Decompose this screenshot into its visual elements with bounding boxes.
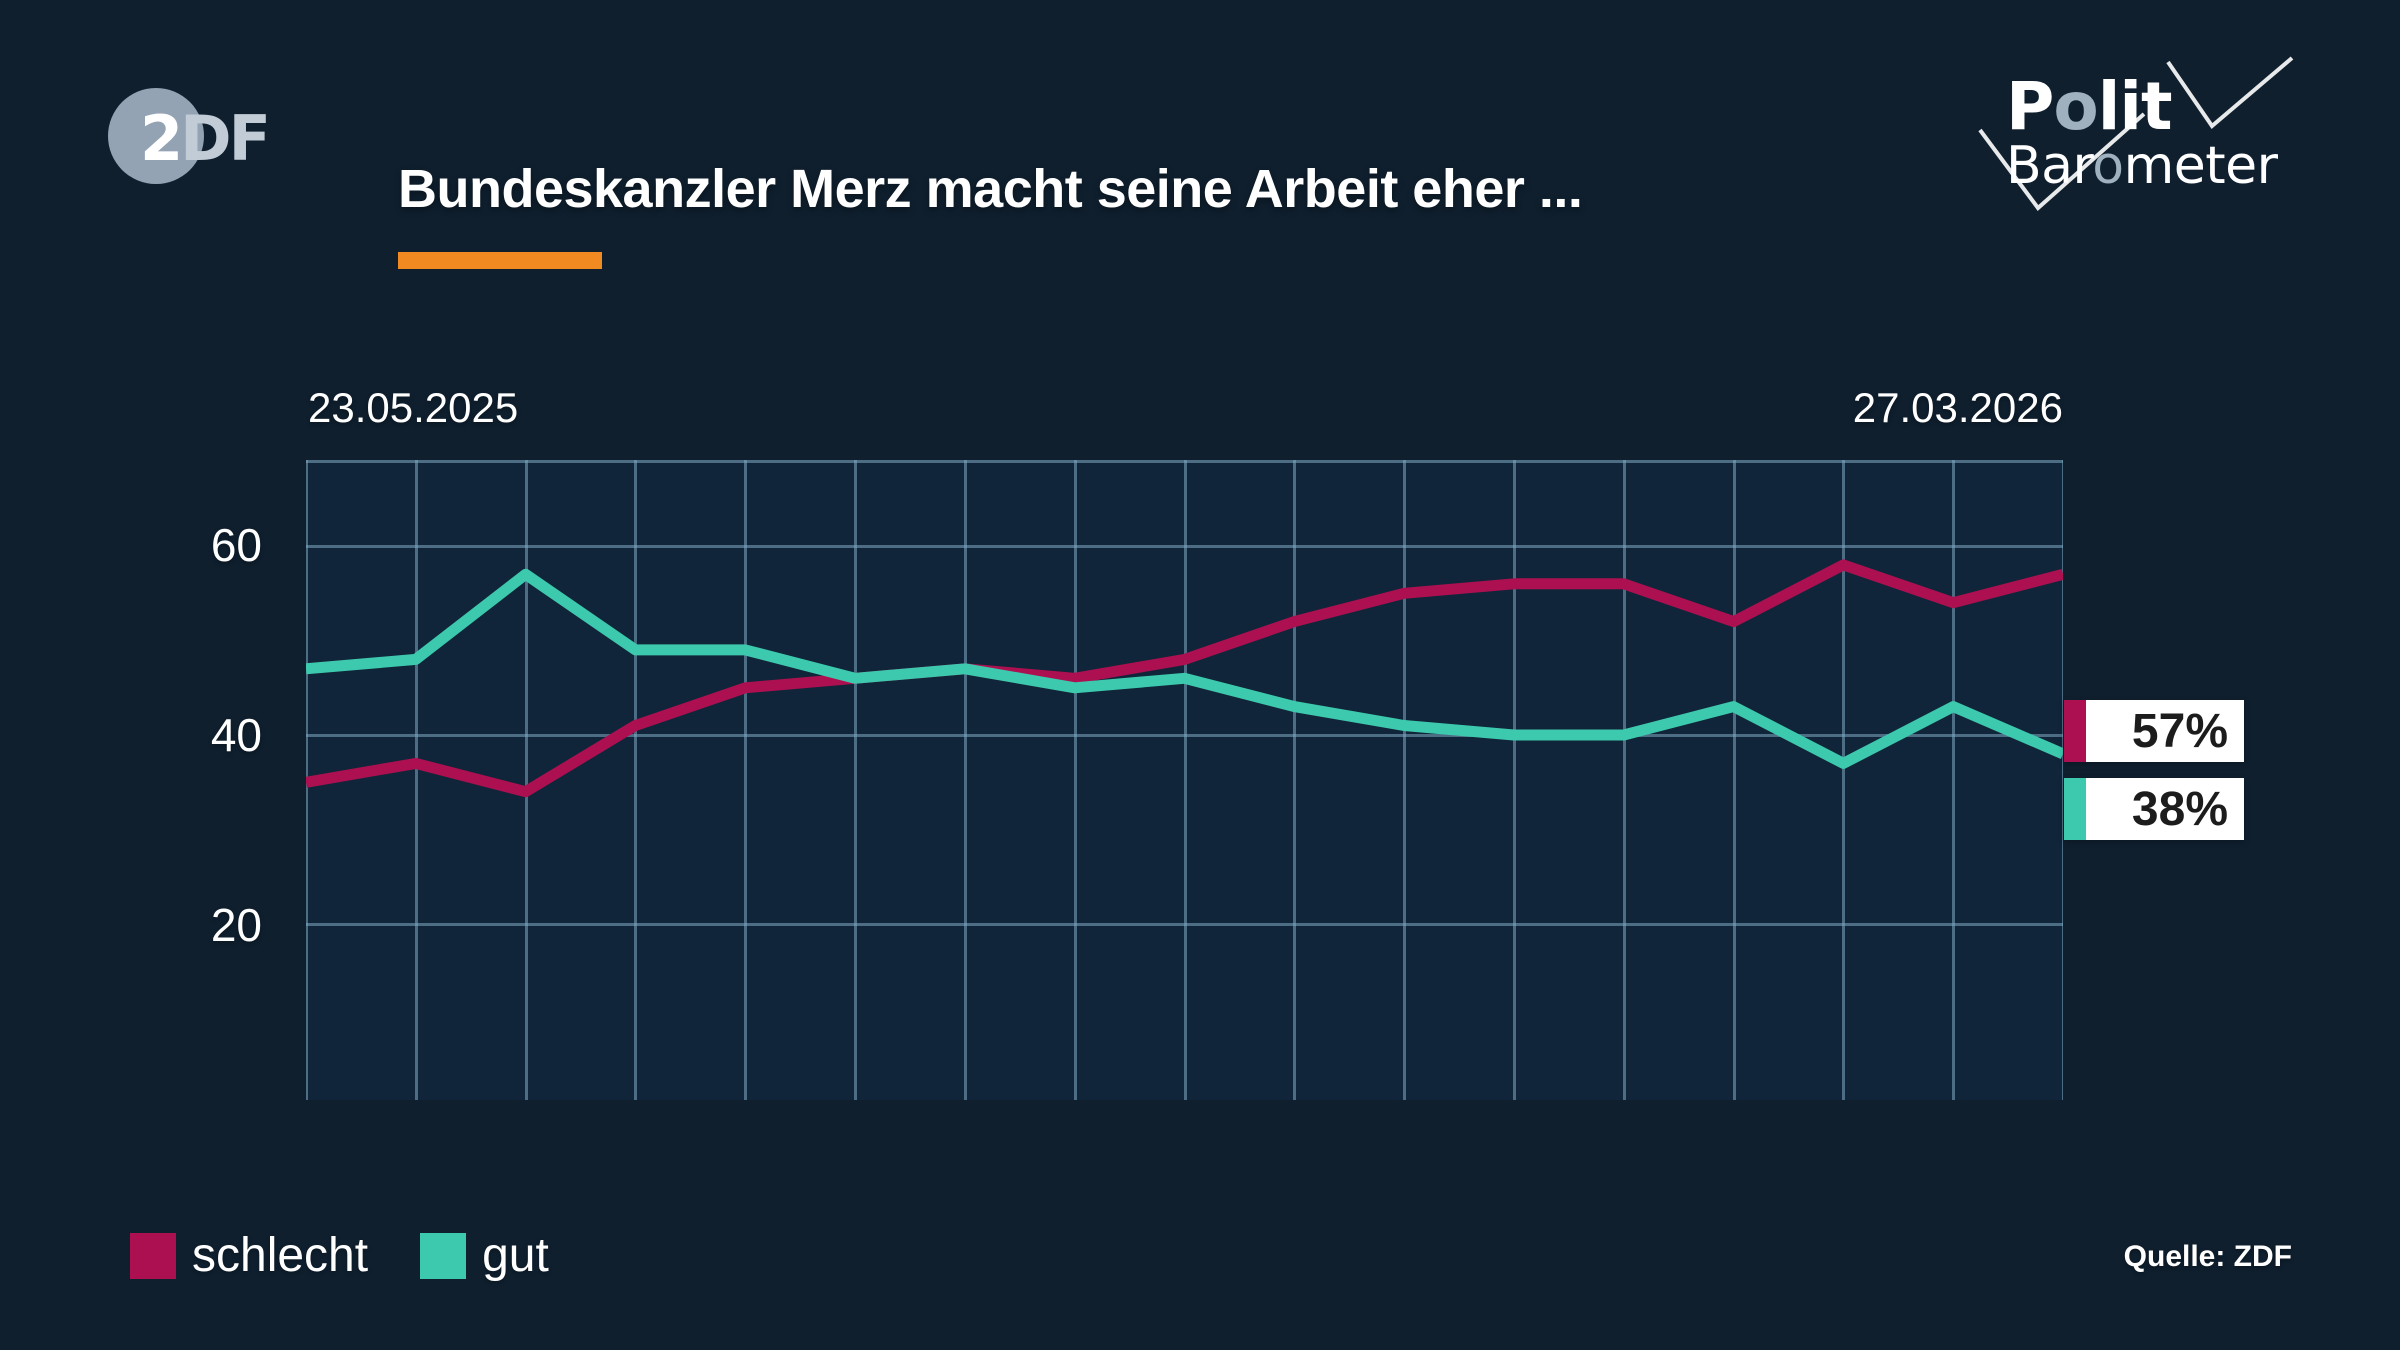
zdf-logo-wordmark: 2DF [140, 108, 271, 170]
politbarometer-logo-checkmarks [1978, 56, 2294, 211]
y-axis-tick-20: 20 [210, 899, 262, 951]
legend-swatch-schlecht [130, 1232, 176, 1279]
source-credit: Quelle: ZDF [2123, 1240, 2292, 1273]
legend-item-schlecht: schlecht [130, 1228, 368, 1283]
politbarometer-logo-barometer: Barometer [2006, 136, 2278, 196]
callout-box-schlecht: 57% [2086, 700, 2244, 762]
page-title: Bundeskanzler Merz macht seine Arbeit eh… [398, 159, 1583, 219]
axis-date-end: 27.03.2026 [1852, 384, 2063, 431]
axis-date-start: 23.05.2025 [308, 384, 519, 431]
y-axis-tick-40: 40 [210, 709, 262, 761]
callout-box-gut: 38% [2086, 778, 2244, 840]
zdf-logo-circle [108, 88, 204, 184]
y-axis-tick-60: 60 [210, 519, 262, 571]
callout-value-gut: 38% [2131, 782, 2228, 836]
callout-swatch-schlecht [2064, 700, 2086, 762]
callout-value-schlecht: 57% [2131, 704, 2228, 758]
politbarometer-logo-polit: Polit [2006, 68, 2173, 145]
chart-legend: schlecht gut [130, 1228, 579, 1283]
end-value-callout-gut: 38% [2064, 778, 2244, 840]
politbarometer-logo: Polit Barometer [1962, 52, 2322, 212]
zdf-logo: 2DF [108, 88, 271, 188]
chart-plot-area [306, 460, 2063, 1100]
legend-swatch-gut [420, 1232, 467, 1279]
chart-gridlines [306, 460, 2063, 1100]
zdf-logo-df: DF [180, 102, 271, 175]
legend-item-gut: gut [420, 1228, 549, 1283]
end-value-callout-schlecht: 57% [2064, 700, 2244, 762]
title-accent-bar [398, 252, 602, 269]
zdf-logo-2: 2 [140, 102, 183, 175]
legend-label-schlecht: schlecht [192, 1229, 369, 1282]
series-line-schlecht [306, 559, 2063, 798]
series-line-gut [306, 568, 2063, 769]
chart-series-lines [306, 559, 2063, 798]
legend-label-gut: gut [482, 1229, 549, 1282]
callout-swatch-gut [2064, 778, 2086, 840]
